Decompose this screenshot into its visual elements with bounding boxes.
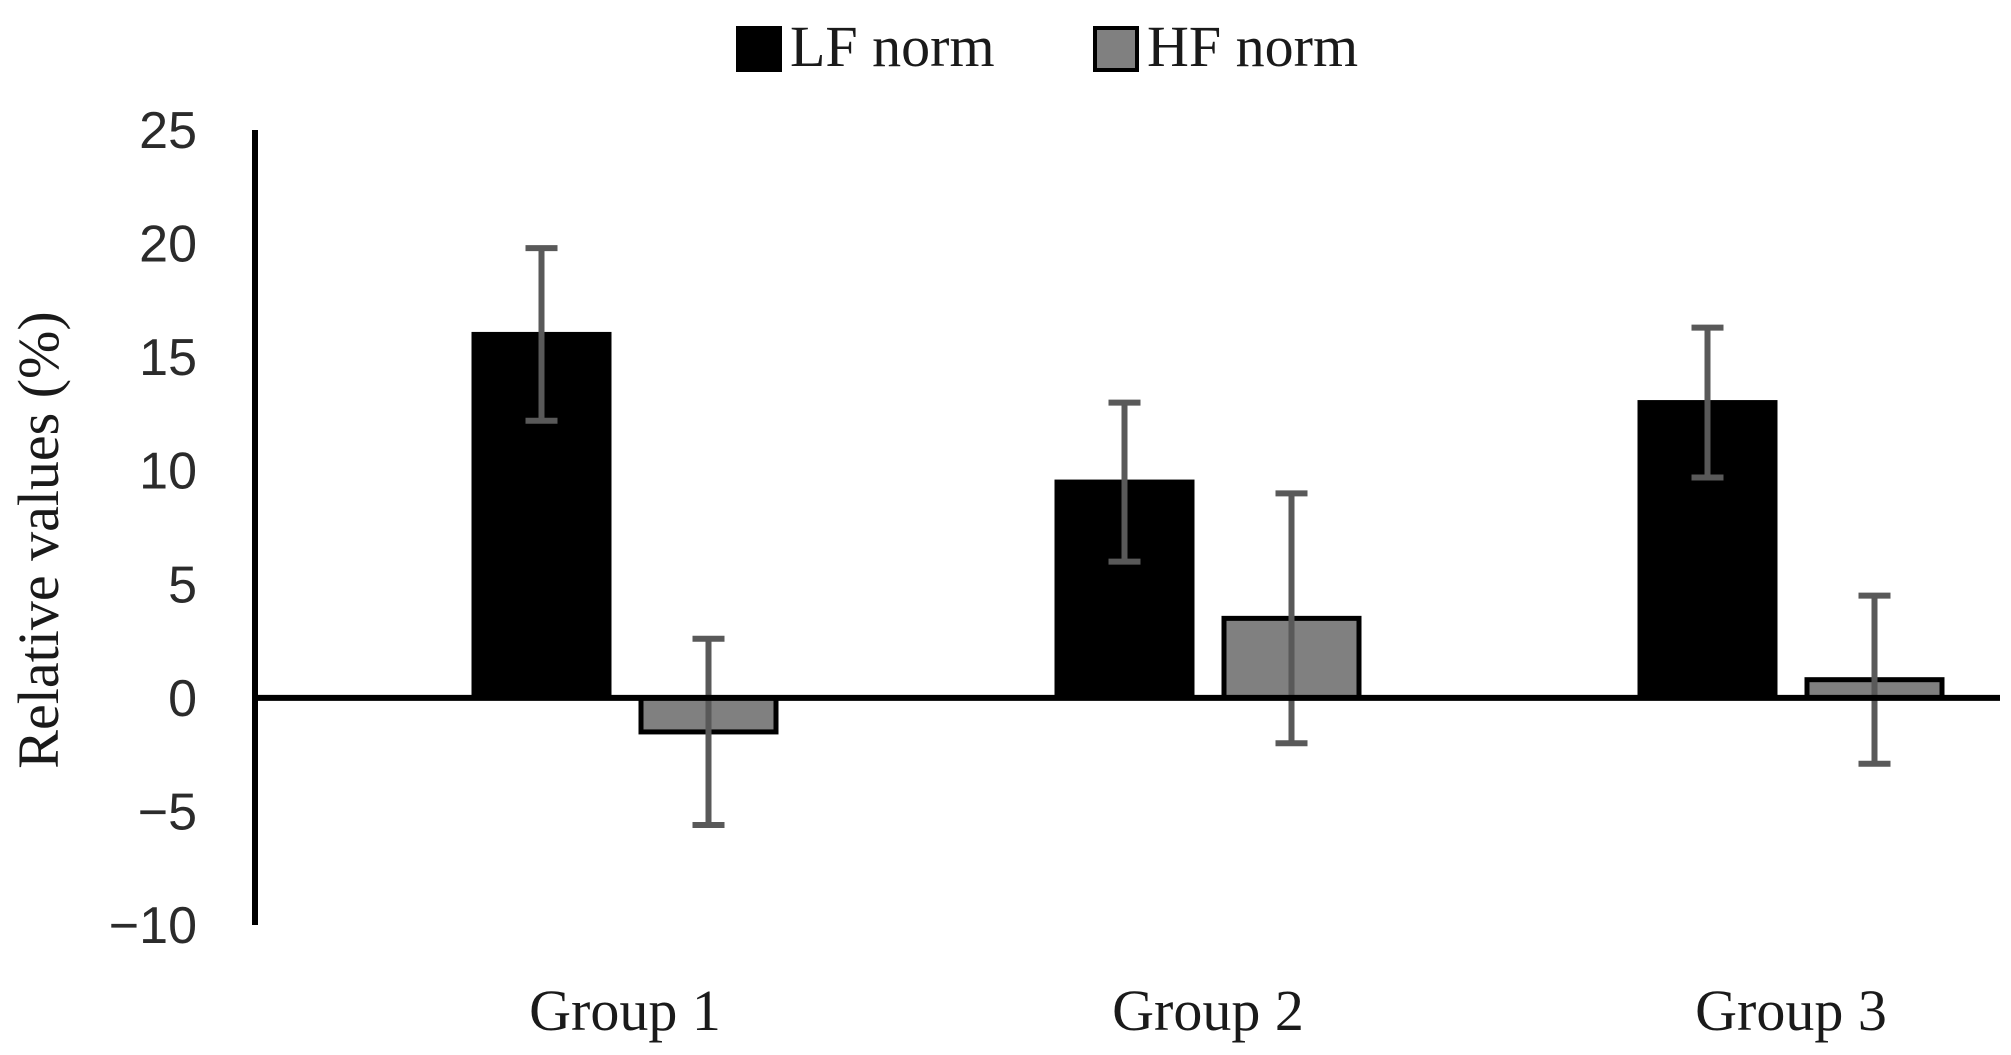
error-bar: [1858, 592, 1891, 767]
legend-label: HF norm: [1147, 14, 1358, 79]
category-label: Group 1: [529, 978, 721, 1043]
bars: [471, 331, 1945, 735]
legend-label: LF norm: [790, 14, 995, 79]
y-tick-label: 20: [139, 216, 197, 274]
y-axis-title: Relative values (%): [6, 311, 71, 768]
legend-item: HF norm: [1093, 14, 1358, 79]
error-bar: [1691, 324, 1724, 481]
y-tick-label: 0: [168, 670, 197, 728]
error-bar: [1108, 399, 1141, 565]
error-bars: [525, 245, 1891, 829]
y-tick-label: −5: [138, 783, 197, 841]
y-tick-label: 15: [139, 329, 197, 387]
y-axis-ticks: −10 −5 0 5 10 15 20 25: [109, 102, 197, 955]
error-bar: [1275, 490, 1308, 747]
legend: LF norm HF norm: [736, 14, 1358, 79]
legend-swatch: [1093, 26, 1139, 72]
y-tick-label: 10: [139, 443, 197, 501]
axes: [252, 130, 2000, 925]
legend-item: LF norm: [736, 14, 995, 79]
legend-swatch: [736, 26, 782, 72]
error-bar: [525, 245, 558, 424]
error-bar: [692, 635, 725, 829]
category-label: Group 3: [1695, 978, 1887, 1043]
y-tick-label: −10: [109, 897, 197, 955]
y-tick-label: 5: [168, 556, 197, 614]
category-labels: Group 1 Group 2 Group 3: [529, 978, 1887, 1043]
y-tick-label: 25: [139, 102, 197, 160]
category-label: Group 2: [1112, 978, 1304, 1043]
